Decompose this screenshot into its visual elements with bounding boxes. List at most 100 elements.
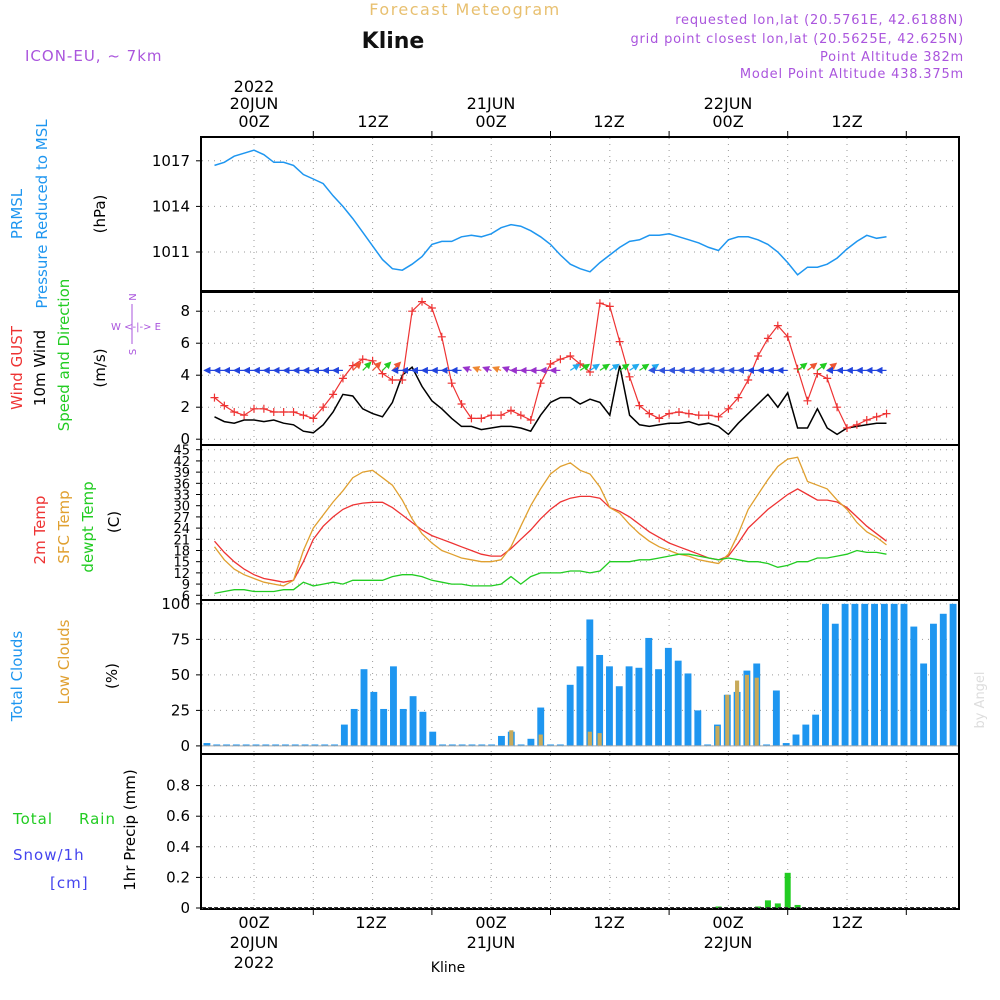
precip-label-snow: Snow/1h [13,846,85,864]
wind-direction-arrow [569,363,581,371]
temp-2m-line [214,488,887,583]
wind-gust-marker [289,408,298,416]
wind-gust-marker [754,352,763,360]
total-cloud-bar [272,744,280,746]
wind-gust-marker [605,302,614,311]
bottom-time-label-00z-22jun: 00Z [712,913,743,932]
y-tick-label: 1017 [152,152,190,170]
total-cloud-bar [939,613,947,746]
total-cloud-bar [252,744,260,746]
total-cloud-bar [468,744,476,746]
temp-label-2m: 2m Temp [31,496,49,565]
wind-unit: (m/s) [91,348,109,387]
total-cloud-bar [851,603,859,746]
total-cloud-bar [439,744,446,746]
total-cloud-bar [262,744,270,746]
y-tick-label: 15 [173,556,190,571]
total-cloud-bar [930,623,937,746]
wind-gust-marker [497,411,506,420]
wind-gust-marker [783,332,792,341]
total-cloud-bar [664,647,672,746]
wind-gust-marker [556,355,565,364]
total-cloud-bar [596,654,604,746]
wind-direction-arrow [797,362,808,371]
y-tick-label: 0 [180,430,190,448]
total-cloud-bar [242,744,250,746]
pressure-label-reduced: Pressure Reduced to MSL [33,119,51,309]
total-cloud-bar [429,731,437,746]
y-tick-label: 33 [173,489,190,504]
total-cloud-bar [615,686,623,746]
total-cloud-bar [772,690,780,746]
grid-lines [202,138,958,909]
y-tick-label: 0.6 [166,807,190,825]
total-cloud-bar [291,744,299,746]
precip-label-cm: [cm] [50,874,89,892]
wind-gust-marker [724,404,733,413]
chart-marks [202,149,958,908]
wind-gust-marker [813,369,822,378]
wind-gust-marker [388,376,397,384]
y-tick-label: 45 [173,444,190,459]
total-cloud-bar [331,744,338,746]
wind-gust-marker [437,332,446,341]
wind-direction-arrow [826,362,838,371]
top-time-axis: 2022 20JUN 00Z 12Z 21JUN 00Z 12Z 22JUN 0… [230,77,863,131]
top-year-label: 2022 [234,77,275,96]
wind-gust-marker [803,396,812,405]
wind-direction-arrow [629,363,640,371]
total-cloud-bar [370,691,378,746]
total-cloud-bar [704,744,712,746]
wind-gust-marker [210,393,219,402]
bottom-time-label-12z-21jun: 12Z [593,913,624,932]
y-tick-label: 9 [182,578,190,593]
total-cloud-bar [223,744,230,746]
total-cloud-bar [606,666,613,746]
total-cloud-bar [311,744,319,746]
total-cloud-bar [390,666,397,746]
y-tick-label: 0 [180,737,190,755]
watermark: by Angel [973,671,988,728]
bottom-day-label-22jun: 22JUN [704,933,753,952]
requested-coords: requested lon,lat (20.5761E, 42.6188N) [675,13,964,28]
compass-south: S [128,349,139,355]
wind-gust-marker [645,409,654,418]
y-tick-label: 12 [173,567,190,582]
wind-gust-marker [487,411,496,420]
rain-bar [755,906,762,908]
wind-gust-marker [516,411,525,420]
wind-gust-marker [665,409,674,418]
compass-east-west: W <-|-> E [111,322,161,333]
total-cloud-bar [831,623,839,746]
total-cloud-bar [763,744,770,746]
wind-gust-marker [279,408,288,416]
wind-gust-marker [872,412,881,421]
total-cloud-bar [537,707,545,746]
wind-gust-marker [230,408,239,416]
wind-direction-arrow [609,363,620,371]
clouds-unit: (%) [103,663,121,689]
temp-unit: (C) [105,511,123,533]
model-label: ICON-EU, ~ 7km [25,47,163,65]
wind-gust-marker [566,352,575,360]
wind-gust-marker [674,408,683,416]
wind-gust-marker [408,307,417,316]
clouds-label-total: Total Clouds [8,631,26,723]
rain-bar [774,903,781,908]
rain-bar [764,900,771,908]
total-cloud-bar [684,673,692,746]
low-cloud-bar [597,733,602,746]
wind-label-gust: Wind GUST [8,325,26,410]
total-cloud-bar [213,744,221,746]
y-tick-label: 2 [180,398,190,416]
wind-gust-marker [862,416,871,424]
y-tick-label: 39 [173,466,190,481]
wind-gust-marker [595,299,604,308]
total-cloud-bar [802,724,810,746]
wind-gust-marker [714,412,723,421]
footer-location: Kline [431,960,465,976]
total-cloud-bar [556,744,564,746]
bottom-time-axis: 00Z 20JUN 2022 12Z 00Z 21JUN 12Z 00Z 22J… [230,913,863,976]
temp-label-sfc: SFC Temp [55,490,73,563]
total-cloud-bar [635,667,643,746]
